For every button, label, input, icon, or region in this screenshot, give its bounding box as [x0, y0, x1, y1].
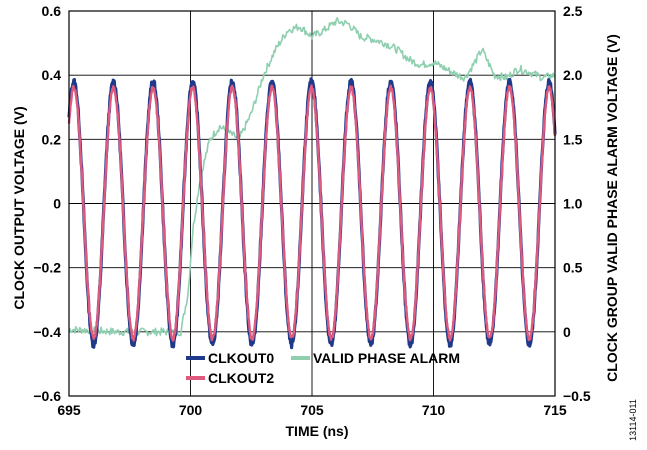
figure-code: 13114-011 — [628, 399, 638, 441]
y2-tick-label: −0.5 — [563, 388, 591, 404]
grid — [69, 11, 555, 396]
y2-tick-label: 0.5 — [563, 260, 583, 276]
series-line-valid-phase-alarm — [68, 17, 556, 337]
y-axis-title: CLOCK OUTPUT VOLTAGE (V) — [11, 106, 27, 309]
y-tick-label: 0 — [53, 196, 61, 212]
y-tick-label: 0.6 — [42, 3, 62, 19]
legend-label-valid-phase-alarm: VALID PHASE ALARM — [313, 350, 460, 366]
y2-axis-title: CLOCK GROUP VALID PHASE ALARM VOLTAGE (V… — [604, 34, 620, 382]
y2-tick-label: 1.0 — [563, 196, 583, 212]
y-tick-label: 0.2 — [42, 131, 62, 147]
y2-tick-label: 0 — [563, 324, 571, 340]
x-tick-label: 700 — [179, 402, 203, 418]
y-tick-label: 0.4 — [42, 67, 62, 83]
x-axis-title: TIME (ns) — [286, 423, 349, 439]
y2-tick-label: 2.0 — [563, 67, 583, 83]
y-tick-label: −0.4 — [33, 324, 61, 340]
y-tick-label: −0.6 — [33, 388, 61, 404]
legend: CLKOUT0 VALID PHASE ALARM CLKOUT2 — [186, 350, 460, 386]
x-tick-label: 695 — [57, 402, 81, 418]
y2-tick-label: 1.5 — [563, 131, 583, 147]
y-tick-label: −0.2 — [33, 260, 61, 276]
x-tick-label: 710 — [422, 402, 446, 418]
legend-label-clkout0: CLKOUT0 — [208, 350, 274, 366]
series-line-clkout2 — [67, 84, 557, 342]
legend-label-clkout2: CLKOUT2 — [208, 370, 274, 386]
x-tick-label: 715 — [543, 402, 567, 418]
y2-tick-label: 2.5 — [563, 3, 583, 19]
x-tick-label: 705 — [300, 402, 324, 418]
tick-labels: 695 700 705 710 715 −0.6 −0.4 −0.2 0 0.2 0.4 0.6 −0.… — [33, 3, 590, 418]
series-lines — [67, 17, 557, 350]
plot-frame — [68, 10, 556, 397]
